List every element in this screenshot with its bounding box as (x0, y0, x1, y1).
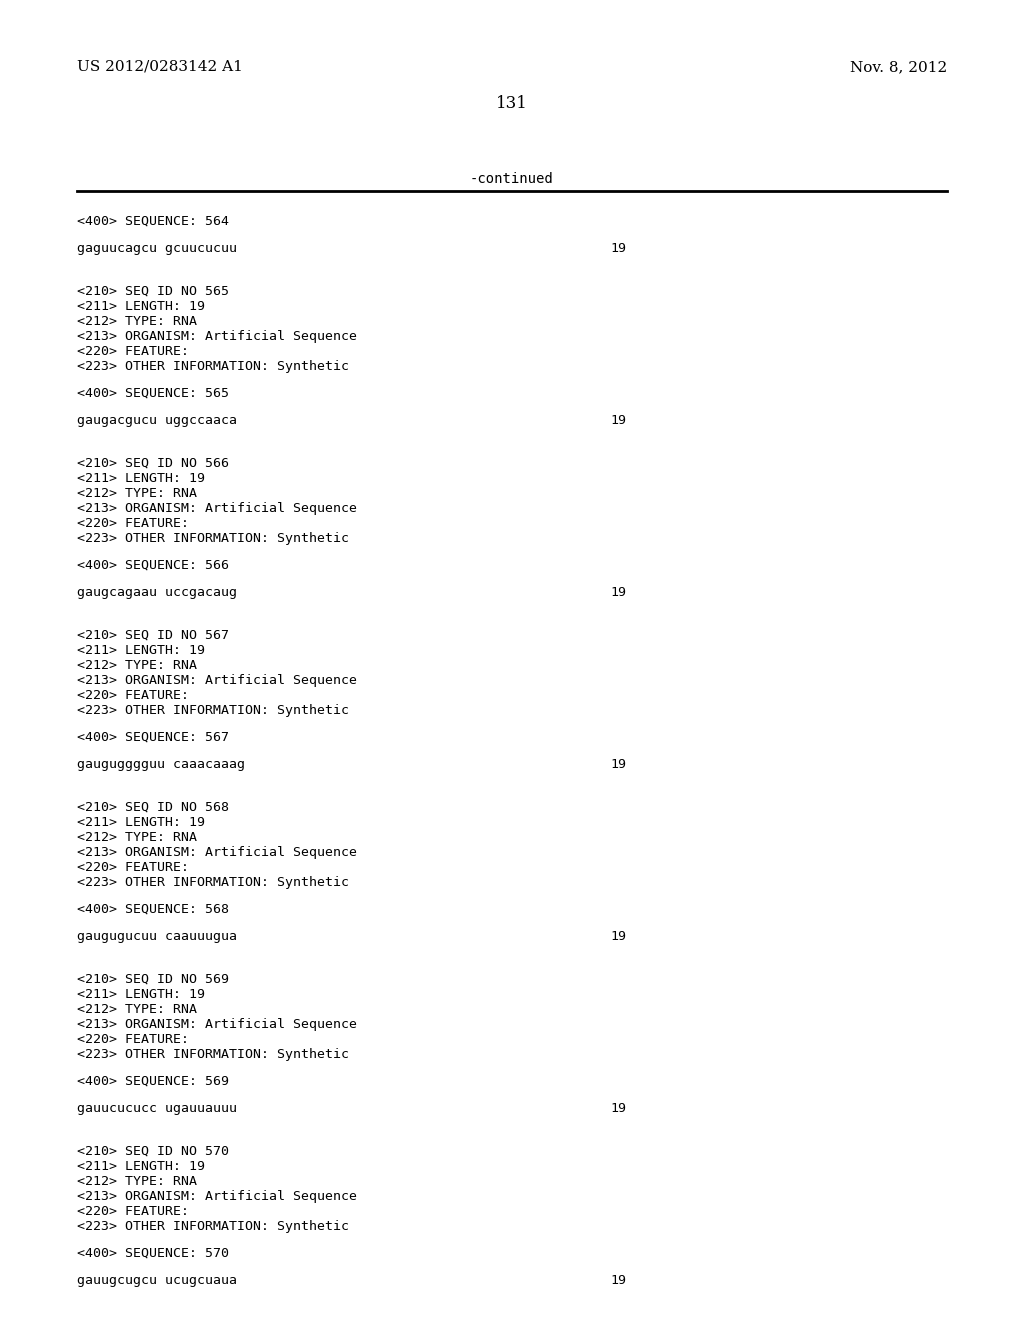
Text: <400> SEQUENCE: 568: <400> SEQUENCE: 568 (77, 903, 229, 916)
Text: <211> LENGTH: 19: <211> LENGTH: 19 (77, 300, 205, 313)
Text: 19: 19 (610, 242, 626, 255)
Text: 19: 19 (610, 931, 626, 942)
Text: <213> ORGANISM: Artificial Sequence: <213> ORGANISM: Artificial Sequence (77, 846, 357, 859)
Text: <213> ORGANISM: Artificial Sequence: <213> ORGANISM: Artificial Sequence (77, 1018, 357, 1031)
Text: <213> ORGANISM: Artificial Sequence: <213> ORGANISM: Artificial Sequence (77, 675, 357, 686)
Text: <210> SEQ ID NO 569: <210> SEQ ID NO 569 (77, 973, 229, 986)
Text: <210> SEQ ID NO 570: <210> SEQ ID NO 570 (77, 1144, 229, 1158)
Text: <223> OTHER INFORMATION: Synthetic: <223> OTHER INFORMATION: Synthetic (77, 360, 349, 374)
Text: <210> SEQ ID NO 568: <210> SEQ ID NO 568 (77, 801, 229, 814)
Text: <220> FEATURE:: <220> FEATURE: (77, 689, 189, 702)
Text: <223> OTHER INFORMATION: Synthetic: <223> OTHER INFORMATION: Synthetic (77, 704, 349, 717)
Text: gaugugggguu caaacaaag: gaugugggguu caaacaaag (77, 758, 245, 771)
Text: <212> TYPE: RNA: <212> TYPE: RNA (77, 1175, 197, 1188)
Text: gaguucagcu gcuucucuu: gaguucagcu gcuucucuu (77, 242, 237, 255)
Text: <400> SEQUENCE: 565: <400> SEQUENCE: 565 (77, 387, 229, 400)
Text: <400> SEQUENCE: 566: <400> SEQUENCE: 566 (77, 558, 229, 572)
Text: <220> FEATURE:: <220> FEATURE: (77, 861, 189, 874)
Text: 19: 19 (610, 586, 626, 599)
Text: Nov. 8, 2012: Nov. 8, 2012 (850, 59, 947, 74)
Text: gaugugucuu caauuugua: gaugugucuu caauuugua (77, 931, 237, 942)
Text: <212> TYPE: RNA: <212> TYPE: RNA (77, 659, 197, 672)
Text: <223> OTHER INFORMATION: Synthetic: <223> OTHER INFORMATION: Synthetic (77, 1220, 349, 1233)
Text: <213> ORGANISM: Artificial Sequence: <213> ORGANISM: Artificial Sequence (77, 502, 357, 515)
Text: <211> LENGTH: 19: <211> LENGTH: 19 (77, 816, 205, 829)
Text: 19: 19 (610, 758, 626, 771)
Text: <220> FEATURE:: <220> FEATURE: (77, 517, 189, 531)
Text: gauucucucc ugauuauuu: gauucucucc ugauuauuu (77, 1102, 237, 1115)
Text: <223> OTHER INFORMATION: Synthetic: <223> OTHER INFORMATION: Synthetic (77, 1048, 349, 1061)
Text: <220> FEATURE:: <220> FEATURE: (77, 345, 189, 358)
Text: gaugacgucu uggccaaca: gaugacgucu uggccaaca (77, 414, 237, 426)
Text: gauugcugcu ucugcuaua: gauugcugcu ucugcuaua (77, 1274, 237, 1287)
Text: <213> ORGANISM: Artificial Sequence: <213> ORGANISM: Artificial Sequence (77, 330, 357, 343)
Text: -continued: -continued (470, 172, 554, 186)
Text: <210> SEQ ID NO 566: <210> SEQ ID NO 566 (77, 457, 229, 470)
Text: <400> SEQUENCE: 564: <400> SEQUENCE: 564 (77, 215, 229, 228)
Text: <211> LENGTH: 19: <211> LENGTH: 19 (77, 987, 205, 1001)
Text: gaugcagaau uccgacaug: gaugcagaau uccgacaug (77, 586, 237, 599)
Text: 19: 19 (610, 414, 626, 426)
Text: <400> SEQUENCE: 567: <400> SEQUENCE: 567 (77, 731, 229, 744)
Text: US 2012/0283142 A1: US 2012/0283142 A1 (77, 59, 243, 74)
Text: <212> TYPE: RNA: <212> TYPE: RNA (77, 487, 197, 500)
Text: <400> SEQUENCE: 570: <400> SEQUENCE: 570 (77, 1247, 229, 1261)
Text: 19: 19 (610, 1274, 626, 1287)
Text: <223> OTHER INFORMATION: Synthetic: <223> OTHER INFORMATION: Synthetic (77, 532, 349, 545)
Text: <220> FEATURE:: <220> FEATURE: (77, 1034, 189, 1045)
Text: <220> FEATURE:: <220> FEATURE: (77, 1205, 189, 1218)
Text: <211> LENGTH: 19: <211> LENGTH: 19 (77, 473, 205, 484)
Text: <212> TYPE: RNA: <212> TYPE: RNA (77, 1003, 197, 1016)
Text: <213> ORGANISM: Artificial Sequence: <213> ORGANISM: Artificial Sequence (77, 1191, 357, 1203)
Text: 19: 19 (610, 1102, 626, 1115)
Text: <223> OTHER INFORMATION: Synthetic: <223> OTHER INFORMATION: Synthetic (77, 876, 349, 888)
Text: <400> SEQUENCE: 569: <400> SEQUENCE: 569 (77, 1074, 229, 1088)
Text: <211> LENGTH: 19: <211> LENGTH: 19 (77, 644, 205, 657)
Text: 131: 131 (496, 95, 528, 112)
Text: <211> LENGTH: 19: <211> LENGTH: 19 (77, 1160, 205, 1173)
Text: <210> SEQ ID NO 567: <210> SEQ ID NO 567 (77, 630, 229, 642)
Text: <212> TYPE: RNA: <212> TYPE: RNA (77, 315, 197, 327)
Text: <212> TYPE: RNA: <212> TYPE: RNA (77, 832, 197, 843)
Text: <210> SEQ ID NO 565: <210> SEQ ID NO 565 (77, 285, 229, 298)
